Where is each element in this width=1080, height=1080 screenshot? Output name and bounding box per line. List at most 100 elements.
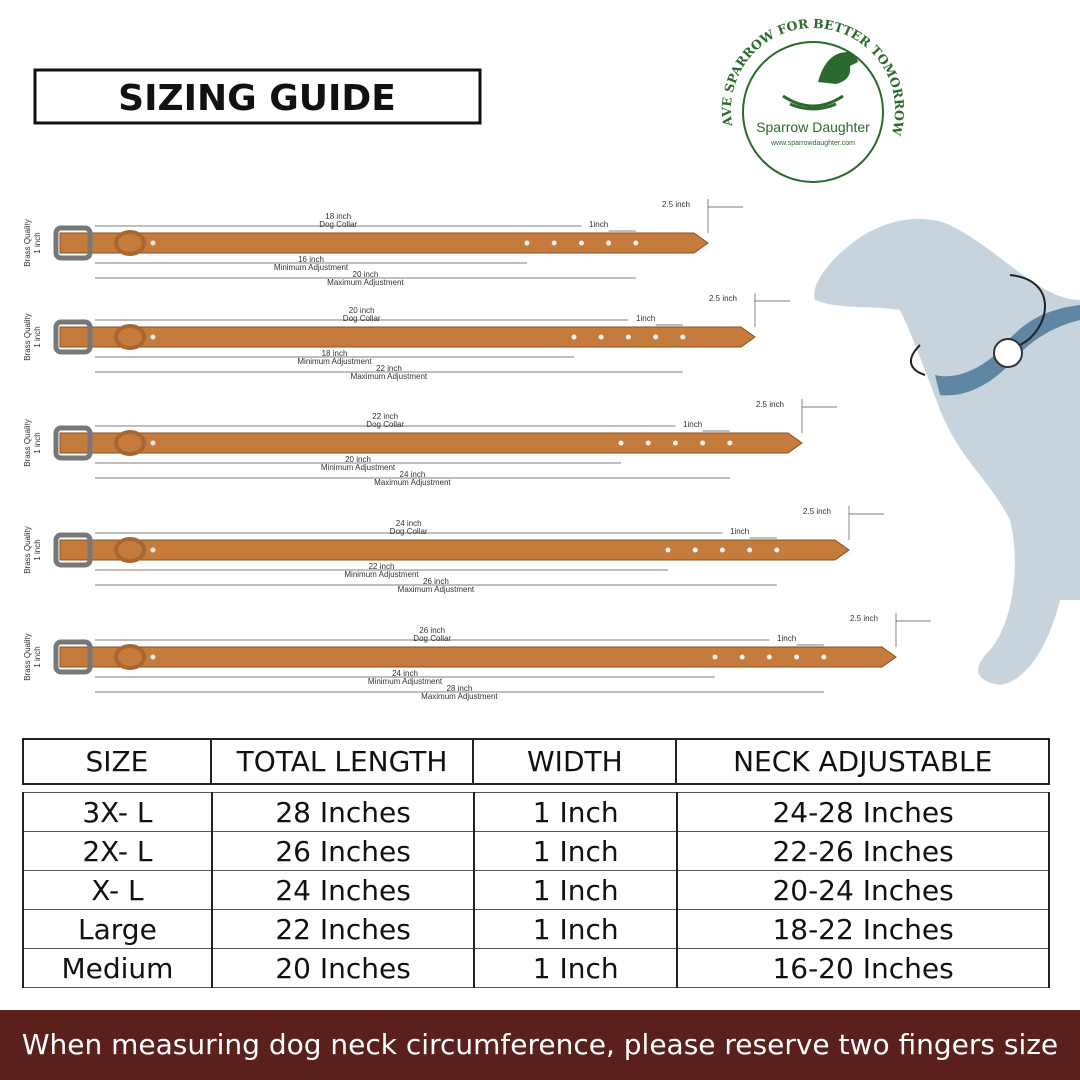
- table-cell: 22 Inches: [210, 909, 476, 949]
- max: 24 inch: [400, 470, 426, 479]
- hole: [578, 240, 584, 246]
- table-cell: 1 Inch: [473, 831, 679, 871]
- hole: [665, 547, 671, 553]
- width: 1 inch: [33, 432, 42, 453]
- tip: 2.5 inch: [850, 614, 878, 623]
- max-label: Maximum Adjustment: [398, 585, 475, 594]
- hole: [571, 334, 577, 340]
- table-cell: 1 Inch: [473, 792, 679, 832]
- max-label: Maximum Adjustment: [351, 372, 428, 381]
- spacing: 1inch: [636, 314, 655, 323]
- hole: [821, 654, 827, 660]
- hole: [606, 240, 612, 246]
- length: 22 inch: [372, 412, 398, 421]
- length: 24 inch: [396, 519, 422, 528]
- table-cell: 24-28 Inches: [676, 792, 1050, 832]
- header-cell: WIDTH: [472, 738, 678, 785]
- min-label: Minimum Adjustment: [274, 263, 349, 272]
- table-row: Large 22 Inches 1 Inch 18-22 Inches: [22, 909, 1050, 949]
- table-cell: 18-22 Inches: [676, 909, 1050, 949]
- hole: [672, 440, 678, 446]
- side: Brass Quality: [23, 633, 32, 681]
- length: 26 inch: [419, 626, 445, 635]
- rivet: [150, 334, 156, 340]
- collar-ring: [993, 338, 1023, 368]
- min: 24 inch: [392, 669, 418, 678]
- tip: 2.5 inch: [662, 200, 690, 209]
- hole: [680, 334, 686, 340]
- header-cell: SIZE: [22, 738, 212, 785]
- sparrow: [818, 52, 858, 84]
- max: 28 inch: [447, 684, 473, 693]
- table-row: 3X- L 28 Inches 1 Inch 24-28 Inches: [22, 792, 1050, 832]
- spacing: 1inch: [683, 420, 702, 429]
- rivet: [150, 240, 156, 246]
- min: 20 inch: [345, 455, 371, 464]
- max-label: Maximum Adjustment: [421, 692, 498, 701]
- strap: [59, 232, 709, 254]
- hole: [551, 240, 557, 246]
- width: 1 inch: [33, 646, 42, 667]
- rivet: [150, 654, 156, 660]
- max-label: Maximum Adjustment: [374, 478, 451, 487]
- min-label: Minimum Adjustment: [321, 463, 396, 472]
- table-row: 2X- L 26 Inches 1 Inch 22-26 Inches: [22, 831, 1050, 871]
- keeper: [114, 537, 146, 563]
- hole: [598, 334, 604, 340]
- strap: [59, 646, 897, 668]
- length: 20 inch: [349, 306, 375, 315]
- length-label: Dog Collar: [343, 314, 381, 323]
- logo-url: www.sparrowdaughter.com: [770, 140, 855, 147]
- logo-name: Sparrow Daughter: [756, 119, 870, 135]
- table-cell: 26 Inches: [210, 831, 476, 871]
- width: 1 inch: [33, 539, 42, 560]
- hole: [700, 440, 706, 446]
- header-cell: NECK ADJUSTABLE: [675, 738, 1050, 785]
- hole: [747, 547, 753, 553]
- footer: When measuring dog neck circumference, p…: [0, 1010, 1080, 1080]
- hole: [692, 547, 698, 553]
- dog: [814, 218, 1080, 685]
- buckle: [53, 639, 93, 675]
- keeper: [114, 644, 146, 670]
- buckle: [53, 425, 93, 461]
- hole: [645, 440, 651, 446]
- length-label: Dog Collar: [319, 220, 357, 229]
- table-header: SIZE TOTAL LENGTH WIDTH NECK ADJUSTABLE: [22, 738, 1050, 785]
- strap: [59, 432, 803, 454]
- min: 22 inch: [369, 562, 395, 571]
- min: 16 inch: [298, 255, 324, 264]
- title: SIZING GUIDE: [118, 78, 396, 119]
- min-label: Minimum Adjustment: [368, 677, 443, 686]
- side: Brass Quality: [23, 526, 32, 574]
- hole: [774, 547, 780, 553]
- table-cell: 1 Inch: [473, 948, 679, 988]
- table-cell: 3X- L: [22, 792, 213, 832]
- table-cell: 2X- L: [22, 831, 213, 871]
- tip: 2.5 inch: [803, 507, 831, 516]
- table-cell: 22-26 Inches: [676, 831, 1050, 871]
- side: Brass Quality: [23, 419, 32, 467]
- length-label: Dog Collar: [390, 527, 428, 536]
- table-cell: 24 Inches: [210, 870, 476, 910]
- table-cell: 28 Inches: [210, 792, 476, 832]
- table-cell: 1 Inch: [473, 870, 679, 910]
- spacing: 1inch: [777, 634, 796, 643]
- buckle: [53, 319, 93, 355]
- side: Brass Quality: [23, 313, 32, 361]
- buckle: [53, 225, 93, 261]
- strap: [59, 326, 756, 348]
- hole: [719, 547, 725, 553]
- rivet: [150, 547, 156, 553]
- table-cell: 16-20 Inches: [676, 948, 1050, 988]
- hole: [633, 240, 639, 246]
- tip: 2.5 inch: [756, 400, 784, 409]
- hole: [653, 334, 659, 340]
- strap: [59, 539, 850, 561]
- table-cell: 1 Inch: [473, 909, 679, 949]
- max: 26 inch: [423, 577, 449, 586]
- table-cell: X- L: [22, 870, 213, 910]
